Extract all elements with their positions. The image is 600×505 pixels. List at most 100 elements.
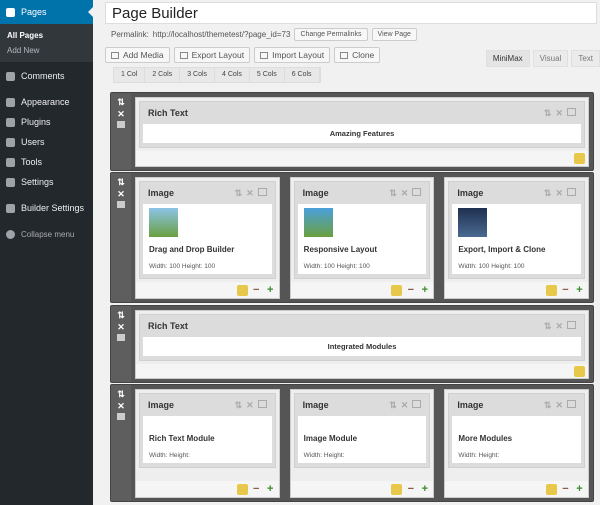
add-module-icon[interactable]	[574, 365, 585, 377]
edit-icon[interactable]	[257, 187, 267, 196]
close-icon[interactable]: ✕	[400, 187, 409, 198]
row-handle[interactable]: ⇅ ✕	[111, 306, 131, 382]
permalink-url[interactable]: http://localhost/themetest/?page_id=73	[152, 30, 291, 39]
edit-icon[interactable]	[567, 320, 576, 329]
row-settings-icon[interactable]	[117, 413, 125, 420]
add-module-icon[interactable]	[546, 284, 558, 296]
cols-button[interactable]: 1 Col	[114, 68, 146, 82]
edit-icon[interactable]	[567, 187, 577, 196]
add-module-icon[interactable]	[574, 153, 585, 164]
cols-button[interactable]: 2 Cols	[145, 68, 181, 82]
cols-button[interactable]: 3 Cols	[180, 68, 216, 82]
move-row-icon[interactable]: ⇅	[117, 389, 125, 399]
view-page-button[interactable]: View Page	[371, 28, 417, 41]
move-row-icon[interactable]: ⇅	[117, 310, 125, 320]
sidebar-item-plugins[interactable]: Plugins	[0, 112, 93, 132]
plus-icon[interactable]: +	[266, 284, 274, 296]
move-icon[interactable]: ⇅	[234, 187, 243, 198]
column: Image ⇅ ✕ Drag and Drop Builder Width: 100 …	[135, 177, 280, 299]
move-icon[interactable]: ⇅	[389, 399, 397, 410]
cols-button[interactable]: 6 Cols	[285, 68, 320, 82]
module[interactable]: Image ⇅ ✕ Responsive Layout Width: 100 Heig…	[293, 181, 431, 279]
edit-icon[interactable]	[567, 107, 576, 116]
sidebar-item-all-pages[interactable]: All Pages	[7, 31, 44, 40]
delete-row-icon[interactable]: ✕	[117, 109, 125, 119]
minus-icon[interactable]: −	[562, 284, 569, 296]
row-settings-icon[interactable]	[117, 201, 125, 208]
module[interactable]: Image ⇅ ✕ More Modules Width: Height:	[448, 393, 586, 468]
tab-text[interactable]: Text	[571, 50, 600, 67]
sidebar-item-builder-settings[interactable]: Builder Settings	[0, 198, 93, 218]
close-icon[interactable]: ✕	[246, 399, 254, 410]
sidebar-item-users[interactable]: Users	[0, 132, 93, 152]
close-icon[interactable]: ✕	[246, 187, 254, 198]
change-permalinks-button[interactable]: Change Permalinks	[294, 28, 368, 41]
edit-icon[interactable]	[412, 187, 422, 196]
close-icon[interactable]: ✕	[555, 320, 563, 331]
cols-button[interactable]: 5 Cols	[250, 68, 285, 82]
tab-visual[interactable]: Visual	[532, 50, 569, 67]
edit-icon[interactable]	[257, 399, 267, 408]
edit-icon[interactable]	[412, 399, 422, 408]
add-media-button[interactable]: Add Media	[105, 47, 170, 63]
sidebar-item-add-new[interactable]: Add New	[7, 46, 40, 55]
tab-minimax[interactable]: MiniMax	[485, 50, 530, 67]
close-icon[interactable]: ✕	[555, 399, 564, 410]
module[interactable]: Image ⇅ ✕ Image Module Width: Height:	[293, 393, 431, 468]
column: Image ⇅ ✕ Rich Text Module Width: Height: − +	[135, 389, 280, 498]
export-layout-button[interactable]: Export Layout	[173, 47, 251, 63]
minus-icon[interactable]: −	[562, 483, 569, 495]
sidebar-item-pages[interactable]: Pages	[0, 0, 93, 24]
delete-row-icon[interactable]: ✕	[117, 189, 125, 199]
move-row-icon[interactable]: ⇅	[117, 177, 125, 187]
add-module-icon[interactable]	[236, 284, 248, 296]
cols-button[interactable]: 4 Cols	[215, 68, 250, 82]
module[interactable]: Rich Text ⇅ ✕ Amazing Features	[139, 101, 585, 148]
module[interactable]: Rich Text ⇅ ✕ Integrated Modules	[139, 314, 585, 361]
add-module-icon[interactable]	[546, 483, 558, 495]
add-module-icon[interactable]	[391, 284, 403, 296]
plus-icon[interactable]: +	[266, 483, 274, 495]
delete-row-icon[interactable]: ✕	[117, 322, 125, 332]
edit-icon[interactable]	[567, 399, 577, 408]
minus-icon[interactable]: −	[252, 284, 260, 296]
move-row-icon[interactable]: ⇅	[117, 97, 125, 107]
row-handle[interactable]: ⇅ ✕	[111, 173, 131, 302]
move-icon[interactable]: ⇅	[543, 107, 552, 118]
plus-icon[interactable]: +	[576, 483, 583, 495]
delete-row-icon[interactable]: ✕	[117, 401, 125, 411]
import-layout-button[interactable]: Import Layout	[254, 47, 331, 63]
plus-icon[interactable]: +	[421, 483, 429, 495]
add-module-icon[interactable]	[391, 483, 403, 495]
move-icon[interactable]: ⇅	[543, 320, 552, 331]
move-icon[interactable]: ⇅	[234, 399, 243, 410]
move-icon[interactable]: ⇅	[543, 399, 552, 410]
move-icon[interactable]: ⇅	[389, 187, 397, 198]
module[interactable]: Image ⇅ ✕ Rich Text Module Width: Height:	[139, 393, 276, 468]
close-icon[interactable]: ✕	[400, 399, 409, 410]
sidebar-item-settings[interactable]: Settings	[0, 172, 93, 192]
module-size: Width: Height:	[458, 452, 500, 459]
sidebar-item-appearance[interactable]: Appearance	[0, 92, 93, 112]
row-settings-icon[interactable]	[117, 334, 125, 341]
collapse-menu[interactable]: Collapse menu	[0, 224, 93, 244]
row-settings-icon[interactable]	[117, 121, 125, 128]
row-handle[interactable]: ⇅ ✕	[111, 385, 131, 501]
add-module-icon[interactable]	[236, 483, 248, 495]
module[interactable]: Image ⇅ ✕ Export, Import & Clone Width: 100…	[448, 181, 586, 279]
move-icon[interactable]: ⇅	[543, 187, 552, 198]
clone-button[interactable]: Clone	[334, 47, 381, 63]
title-input[interactable]: Page Builder	[105, 2, 597, 24]
row-handle[interactable]: ⇅ ✕	[111, 93, 131, 170]
minus-icon[interactable]: −	[407, 284, 415, 296]
close-icon[interactable]: ✕	[555, 107, 563, 118]
minus-icon[interactable]: −	[252, 483, 260, 495]
sidebar-item-tools[interactable]: Tools	[0, 152, 93, 172]
column: Image ⇅ ✕ More Modules Width: Height: − +	[444, 389, 590, 498]
close-icon[interactable]: ✕	[555, 187, 564, 198]
plus-icon[interactable]: +	[421, 284, 429, 296]
sidebar-item-comments[interactable]: Comments	[0, 66, 93, 86]
module[interactable]: Image ⇅ ✕ Drag and Drop Builder Width: 100 …	[139, 181, 276, 279]
plus-icon[interactable]: +	[576, 284, 583, 296]
minus-icon[interactable]: −	[407, 483, 415, 495]
